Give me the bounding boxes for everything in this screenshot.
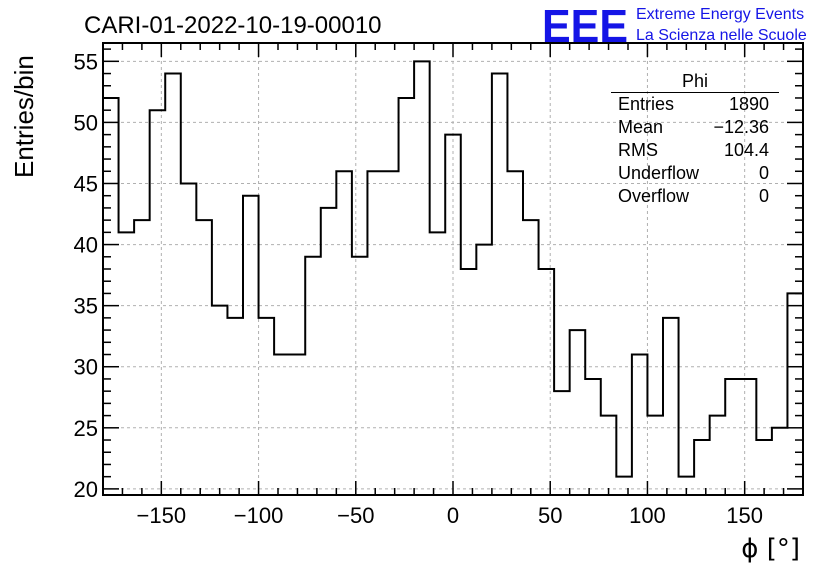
stats-label: RMS (618, 140, 658, 160)
x-tick-label: 100 (629, 503, 666, 528)
stats-row-underflow: Underflow 0 (611, 162, 779, 185)
stats-row-entries: Entries 1890 (611, 93, 779, 116)
x-tick-label: 150 (726, 503, 763, 528)
histogram-line (103, 60, 803, 478)
x-tick-label: −150 (137, 503, 187, 528)
stats-label: Mean (618, 117, 664, 137)
chart-title: CARI-01-2022-10-19-00010 (84, 12, 382, 39)
stats-value: 0 (758, 186, 769, 206)
y-tick-label: 35 (74, 294, 98, 319)
x-tick-label: −100 (234, 503, 284, 528)
stats-value: 1890 (728, 94, 769, 114)
eee-logo: EEE (542, 0, 628, 52)
stats-box: Phi Entries 1890 Mean −12.36 RMS 104.4 U… (611, 70, 779, 208)
stats-value: 0 (758, 163, 769, 183)
stats-label: Underflow (618, 163, 700, 183)
x-axis-label: ϕ [°] (741, 534, 800, 564)
y-tick-label: 20 (74, 477, 98, 502)
stats-value: −12.36 (713, 117, 769, 137)
y-tick-label: 55 (74, 49, 98, 74)
stats-value: 104.4 (723, 140, 769, 160)
stats-label: Entries (618, 94, 675, 114)
stats-row-rms: RMS 104.4 (611, 139, 779, 162)
stats-title: Phi (611, 70, 779, 93)
y-tick-label: 40 (74, 233, 98, 258)
x-tick-label: 0 (447, 503, 459, 528)
x-tick-label: −50 (337, 503, 374, 528)
y-tick-label: 50 (74, 110, 98, 135)
y-tick-label: 30 (74, 355, 98, 380)
y-tick-label: 25 (74, 416, 98, 441)
stats-label: Overflow (618, 186, 690, 206)
y-tick-label: 45 (74, 171, 98, 196)
brand-line-1: Extreme Energy Events (636, 6, 804, 23)
x-tick-label: 50 (538, 503, 562, 528)
x-axis: −150 −100 −50 0 50 100 150 (121, 43, 785, 528)
brand-line-2: La Scienza nelle Scuole (636, 27, 807, 44)
y-axis: 20 25 30 35 40 45 50 55 (74, 48, 803, 502)
y-axis-label: Entries/bin (9, 55, 39, 178)
stats-row-overflow: Overflow 0 (611, 185, 779, 208)
stats-row-mean: Mean −12.36 (611, 116, 779, 139)
